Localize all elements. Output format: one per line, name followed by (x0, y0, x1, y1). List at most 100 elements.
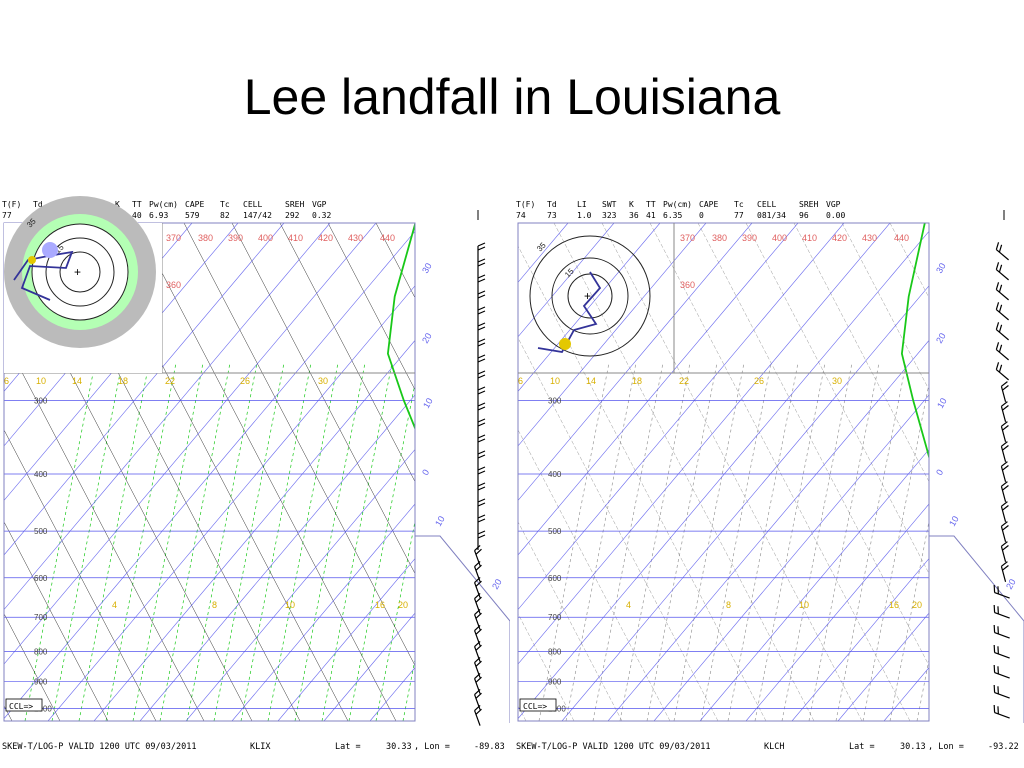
wind-barb-flag (993, 584, 996, 593)
pressure-label: 800 (548, 647, 562, 656)
wind-barb-flag (997, 686, 999, 694)
header-label: CAPE (699, 200, 718, 209)
mixing-ratio-line (862, 381, 929, 721)
wind-barb-flag (477, 326, 486, 331)
header-value: 41 (646, 211, 656, 220)
pressure-label: 800 (34, 647, 48, 656)
isotherm-line (518, 230, 929, 720)
isotherm-line (518, 223, 845, 611)
mixing-ratio-label: 22 (165, 376, 175, 386)
wind-barb-flag (995, 242, 1000, 250)
wind-barb-flag (995, 322, 1000, 330)
header-label: Td (33, 200, 43, 209)
wind-barb-flag (1001, 401, 1008, 407)
wind-barb-flag (477, 454, 486, 459)
wind-barb-flag (475, 676, 482, 683)
dry-adiabat-line (518, 337, 719, 721)
pressure-label: 900 (548, 678, 562, 687)
hodograph-circle-outer (31, 223, 129, 321)
wind-barb-staff (1000, 386, 1007, 402)
isotherm-line (518, 223, 661, 392)
isotherm-line (976, 223, 1024, 721)
dry-adiabat-line (518, 613, 575, 721)
isotherm-line (185, 449, 415, 721)
header-label: Pw(cm) (663, 200, 692, 209)
wind-barb-flag (997, 666, 999, 674)
ccl-box (519, 698, 557, 712)
pressure-label: 400 (34, 470, 48, 479)
dry-adiabat-line (135, 223, 397, 721)
plot-extension-border (928, 535, 1024, 723)
pressure-label: 500 (34, 527, 48, 536)
dry-adiabat-line (518, 705, 527, 721)
wind-barb-flag (477, 486, 486, 491)
header-value: 6.93 (149, 211, 168, 220)
dry-adiabat-line (938, 223, 1024, 721)
wind-barb-flag (477, 418, 486, 423)
wind-barb-flag (997, 626, 999, 634)
pressure-label: 500 (548, 527, 562, 536)
isotherm-line (653, 394, 929, 721)
header-label: CELL (757, 200, 776, 209)
temperature-axis-label: 20 (934, 331, 948, 345)
hodograph-ring-label: 15 (563, 266, 576, 279)
mixing-ratio-lower-label: 16 (889, 600, 899, 610)
footer-title: SKEW-T/LOG-P VALID 1200 UTC 09/03/2011 (2, 742, 196, 752)
wind-barb-flag (1002, 425, 1009, 431)
wind-barb (477, 258, 486, 278)
isotherm-line (837, 612, 929, 721)
wind-barb-flag (1001, 501, 1008, 507)
theta-label: 370 (680, 233, 695, 243)
isotherm-line (47, 285, 415, 721)
plot-border (517, 222, 930, 722)
wind-barb-flag (477, 514, 486, 519)
wind-barbs (993, 210, 1010, 719)
isotherm-line (561, 285, 929, 721)
wind-barb-flag (477, 406, 486, 411)
mixing-ratio-lower-label: 8 (726, 600, 731, 610)
wind-barb (474, 704, 482, 726)
mixing-ratio-label: 30 (832, 376, 842, 386)
wind-barb-staff (995, 269, 1009, 281)
dry-adiabat-line (231, 223, 415, 575)
wind-barb-flag (477, 438, 486, 443)
wind-barb-flag (474, 672, 481, 680)
pressure-label: 600 (548, 574, 562, 583)
wind-barb-flag (477, 482, 486, 487)
mixing-ratio-line (700, 362, 772, 721)
header-label: T(F) (516, 200, 535, 209)
wind-barb-flag (1002, 545, 1009, 551)
header-label: Pw(cm) (149, 200, 178, 209)
wind-barb (477, 338, 486, 358)
skewt-panel-klch: T(F) Td LI SWT K TT Pw(cm) CAPE Tc CELL SREH VGP 74 7… (514, 196, 1024, 768)
isotherm-line (369, 667, 415, 721)
wind-barb-flag (1002, 565, 1009, 571)
isotherm-line (4, 223, 331, 611)
wind-barb-flag (1001, 461, 1008, 467)
theta-label: 420 (318, 233, 333, 243)
wind-barb-flag (1001, 541, 1008, 547)
temperature-axis-label: 20 (420, 331, 434, 345)
mixing-ratio-line (321, 362, 393, 721)
wind-barb-flag (995, 302, 1000, 310)
temperature-axis-label: 10 (433, 514, 447, 528)
wind-barb-flag (474, 576, 481, 584)
wind-barb-staff (1000, 526, 1007, 542)
footer-lat-label: Lat = (335, 742, 361, 752)
wind-barb-flag (993, 624, 996, 633)
dry-adiabat-line (601, 223, 863, 721)
wind-barb-staff (1000, 426, 1007, 442)
mixing-ratio-line (51, 362, 123, 721)
mixing-ratio-label: 10 (550, 376, 560, 386)
wind-barb (1000, 561, 1009, 582)
wind-barb-flag (477, 498, 486, 503)
mixing-ratio-line (186, 362, 258, 721)
wind-barb-staff (994, 592, 1010, 599)
wind-barb-staff (994, 652, 1010, 659)
temperature-profile (455, 223, 478, 709)
wind-barb-flag (1002, 405, 1009, 411)
wind-barb (995, 302, 1009, 321)
header-label: TT (646, 200, 656, 209)
wind-barb (474, 544, 482, 566)
wind-barb (993, 604, 1010, 619)
